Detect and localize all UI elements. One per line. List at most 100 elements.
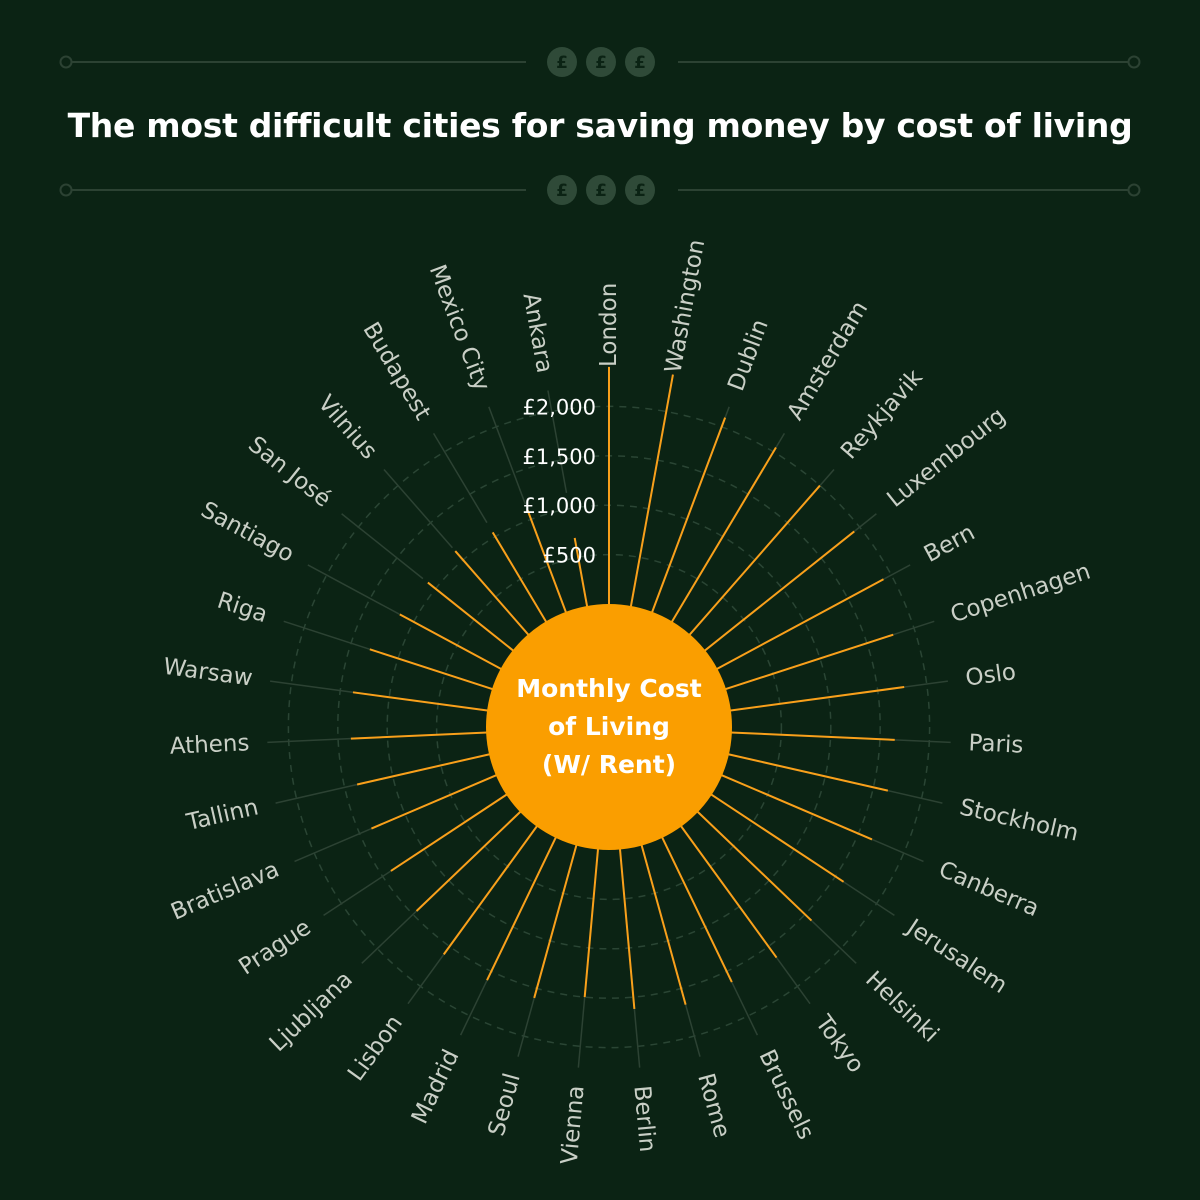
center-label: Monthly Cost of Living (W/ Rent) xyxy=(509,670,709,784)
city-label: Seoul xyxy=(484,1071,526,1139)
bar-riga xyxy=(369,648,497,692)
tick-label: £2,000 xyxy=(523,395,596,419)
pound-coin-icon xyxy=(625,47,655,77)
bar-washington xyxy=(629,374,674,611)
bar-helsinki xyxy=(694,808,813,922)
bar-warsaw xyxy=(352,691,492,713)
bar-bern xyxy=(713,578,884,672)
pound-coin-icon xyxy=(625,175,655,205)
city-label: Tokyo xyxy=(809,1010,868,1078)
bar-vilnius xyxy=(454,550,532,639)
city-label: Warsaw xyxy=(162,654,254,692)
tick-label: £500 xyxy=(543,544,596,568)
city-label: Madrid xyxy=(407,1046,465,1128)
coin-glyph: £ xyxy=(595,181,607,201)
tick-labels: £500 £1,000 £1,500 £2,000 xyxy=(523,395,596,567)
center-label-line3: (W/ Rent) xyxy=(541,750,677,779)
city-label: London xyxy=(596,283,622,367)
city-label: Oslo xyxy=(964,659,1018,692)
city-label: Prague xyxy=(234,914,315,980)
bar-luxembourg xyxy=(701,530,855,654)
city-label: Jerusalem xyxy=(901,913,1012,999)
bar-oslo xyxy=(726,686,905,713)
bar-madrid xyxy=(486,833,559,981)
decorative-dividers: £ £ £ £ £ £ xyxy=(59,47,1141,205)
guide-line xyxy=(307,564,400,615)
city-label: Athens xyxy=(169,730,250,760)
guide-line xyxy=(432,433,488,524)
bar-santiago xyxy=(399,613,505,672)
coin-glyph: £ xyxy=(556,53,568,73)
bar-budapest xyxy=(491,531,549,626)
pound-coin-icon xyxy=(547,175,577,205)
center-circle xyxy=(486,604,732,850)
coin-glyph: £ xyxy=(634,53,646,73)
city-label: Reykjavik xyxy=(836,364,928,464)
city-label: Amsterdam xyxy=(782,297,873,425)
bar-stockholm xyxy=(724,752,889,792)
bar-athens xyxy=(350,731,491,740)
city-label: Dublin xyxy=(723,316,773,395)
city-label: Canberra xyxy=(935,857,1043,923)
center-label-line2: of Living xyxy=(548,712,670,741)
guide-line xyxy=(341,513,424,580)
chart-bars xyxy=(350,366,905,1010)
page-title: The most difficult cities for saving mon… xyxy=(67,106,1133,145)
coin-glyph: £ xyxy=(595,53,607,73)
city-label: Santiago xyxy=(197,497,299,568)
bar-san-jos- xyxy=(427,581,517,654)
guide-line xyxy=(488,406,527,505)
guide-line xyxy=(547,390,568,493)
city-label: Rome xyxy=(692,1071,735,1141)
city-label: Paris xyxy=(968,730,1024,758)
city-label: San José xyxy=(243,431,336,512)
city-label: Ljubljana xyxy=(265,966,358,1057)
city-label: Bern xyxy=(920,520,979,568)
bar-ankara xyxy=(573,537,589,611)
bar-prague xyxy=(390,791,511,872)
bar-amsterdam xyxy=(669,447,777,626)
bar-canberra xyxy=(718,772,873,841)
city-label: Bratislava xyxy=(167,857,283,926)
divider-end-icon xyxy=(59,183,73,197)
bar-ljubljana xyxy=(415,808,524,912)
city-label: Tallinn xyxy=(183,794,261,836)
city-label: Helsinki xyxy=(860,966,943,1047)
divider-end-icon xyxy=(1127,183,1141,197)
city-label: Riga xyxy=(214,588,271,629)
bar-tokyo xyxy=(678,822,778,959)
bar-seoul xyxy=(533,841,579,999)
bar-bratislava xyxy=(371,772,500,830)
city-label: Lisbon xyxy=(343,1011,408,1087)
bar-jerusalem xyxy=(707,791,845,883)
city-label: Copenhagen xyxy=(947,558,1093,628)
city-label: Brussels xyxy=(753,1046,818,1144)
city-label: Vilnius xyxy=(313,390,382,464)
pound-coin-icon xyxy=(586,47,616,77)
tick-label: £1,500 xyxy=(523,445,596,469)
city-label: Luxembourg xyxy=(882,403,1010,513)
guide-line xyxy=(383,468,453,549)
bar-rome xyxy=(639,841,687,1005)
pound-coin-icon xyxy=(547,47,577,77)
bar-mexico-city xyxy=(526,509,569,616)
city-label: Vienna xyxy=(557,1084,590,1165)
coin-glyph: £ xyxy=(634,181,646,201)
coin-glyph: £ xyxy=(556,181,568,201)
bar-tallinn xyxy=(356,752,494,786)
pound-coin-icon xyxy=(586,175,616,205)
city-label: Budapest xyxy=(357,318,435,425)
center-label-line1: Monthly Cost xyxy=(516,674,702,703)
guide-line xyxy=(283,620,383,655)
bar-lisbon xyxy=(442,822,540,955)
city-label: Mexico City xyxy=(424,261,495,394)
bar-reykjavik xyxy=(686,484,821,639)
bar-dublin xyxy=(649,417,727,616)
bar-paris xyxy=(727,731,895,741)
bar-vienna xyxy=(583,845,600,998)
city-label: Stockholm xyxy=(957,794,1081,846)
city-label: Washington xyxy=(661,237,711,375)
divider-end-icon xyxy=(59,55,73,69)
tick-label: £1,000 xyxy=(523,494,596,518)
